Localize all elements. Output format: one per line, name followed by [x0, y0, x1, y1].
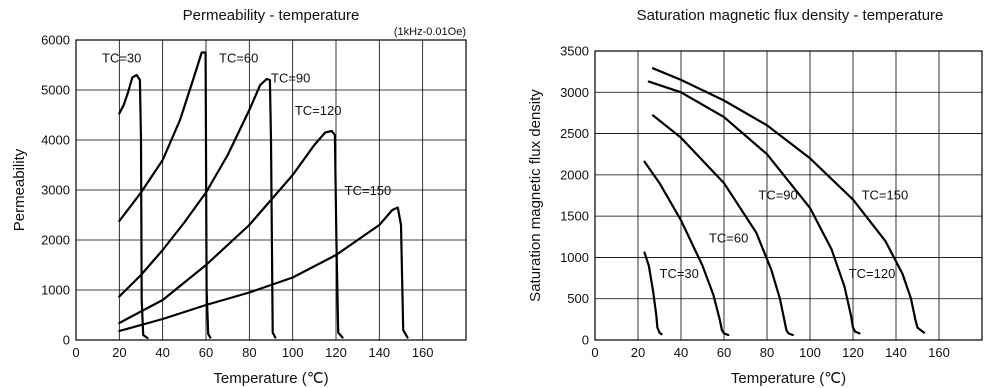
plot-frame	[594, 50, 983, 341]
x-tick-label: 120	[325, 345, 347, 360]
chart-1: 0 20 40 60 80 100 120 140 160 0 1000 2000 3000 4000 50…	[11, 7, 467, 387]
y-tick-label: 500	[567, 291, 589, 306]
series-line-tc-150	[118, 206, 409, 339]
series-line-tc-60	[118, 51, 212, 339]
series-line-tc-150	[651, 67, 926, 334]
y-axis-label: Permeability	[11, 148, 28, 231]
x-tick-label: 0	[591, 345, 598, 360]
chart-2: 0 20 40 60 80 100 120 140 160 0 500 1000 1500 2000 250…	[527, 7, 983, 387]
x-tick-label: 20	[631, 345, 645, 360]
series-line-tc-120	[647, 80, 861, 335]
x-tick-label: 60	[199, 345, 213, 360]
y-axis-label: Saturation magnetic flux density	[527, 89, 544, 302]
x-tick-label: 160	[412, 345, 434, 360]
x-tick-label: 60	[717, 345, 731, 360]
curve-label: TC=60	[709, 231, 748, 246]
x-tick-label: 80	[760, 345, 774, 360]
y-tick-label: 0	[582, 333, 589, 348]
y-tick-label: 1000	[41, 283, 70, 298]
curve-label: TC=90	[758, 188, 797, 203]
curve-label: TC=30	[660, 266, 699, 281]
chart-title: Permeability - temperature	[183, 7, 360, 24]
x-tick-label: 140	[368, 345, 390, 360]
x-tick-label: 40	[674, 345, 688, 360]
series-line-tc-90	[651, 114, 794, 337]
curve-label: TC=120	[295, 103, 342, 118]
x-tick-label: 120	[842, 345, 864, 360]
curve-label: TC=30	[102, 51, 141, 66]
y-tick-label: 1000	[560, 250, 589, 265]
x-tick-label: 140	[885, 345, 907, 360]
curve-label: TC=150	[345, 183, 392, 198]
x-tick-label: 20	[112, 345, 126, 360]
y-tick-label: 3000	[560, 85, 589, 100]
x-tick-label: 0	[72, 345, 79, 360]
curve-label: TC=90	[271, 71, 310, 86]
measurement-condition-note: (1kHz-0.01Oe)	[394, 26, 466, 38]
x-tick-label: 100	[282, 345, 304, 360]
y-tick-label: 3000	[41, 183, 70, 198]
x-axis-label: Temperature (℃)	[213, 370, 328, 387]
y-tick-label: 1500	[560, 209, 589, 224]
x-tick-label: 160	[928, 345, 950, 360]
series-line-tc-120	[118, 129, 344, 339]
curve-label: TC=120	[849, 266, 896, 281]
x-axis-label: Temperature (℃)	[731, 370, 846, 387]
series-line-tc-90	[118, 77, 277, 339]
x-tick-label: 40	[155, 345, 169, 360]
x-tick-label: 80	[242, 345, 256, 360]
y-tick-label: 4000	[41, 133, 70, 148]
plot-frame	[75, 39, 467, 341]
y-tick-label: 2000	[560, 167, 589, 182]
y-tick-label: 6000	[41, 33, 70, 48]
curve-label: TC=60	[219, 51, 258, 66]
y-tick-label: 5000	[41, 83, 70, 98]
y-tick-label: 0	[63, 333, 70, 348]
x-tick-label: 100	[799, 345, 821, 360]
series-line-tc-30	[118, 73, 149, 340]
y-tick-label: 2000	[41, 233, 70, 248]
series-line-tc-30	[643, 251, 663, 336]
series-line-tc-60	[643, 160, 730, 337]
y-tick-label: 3500	[560, 44, 589, 59]
curve-label: TC=150	[862, 188, 909, 203]
y-tick-label: 2500	[560, 126, 589, 141]
chart-title: Saturation magnetic flux density - tempe…	[637, 7, 944, 24]
